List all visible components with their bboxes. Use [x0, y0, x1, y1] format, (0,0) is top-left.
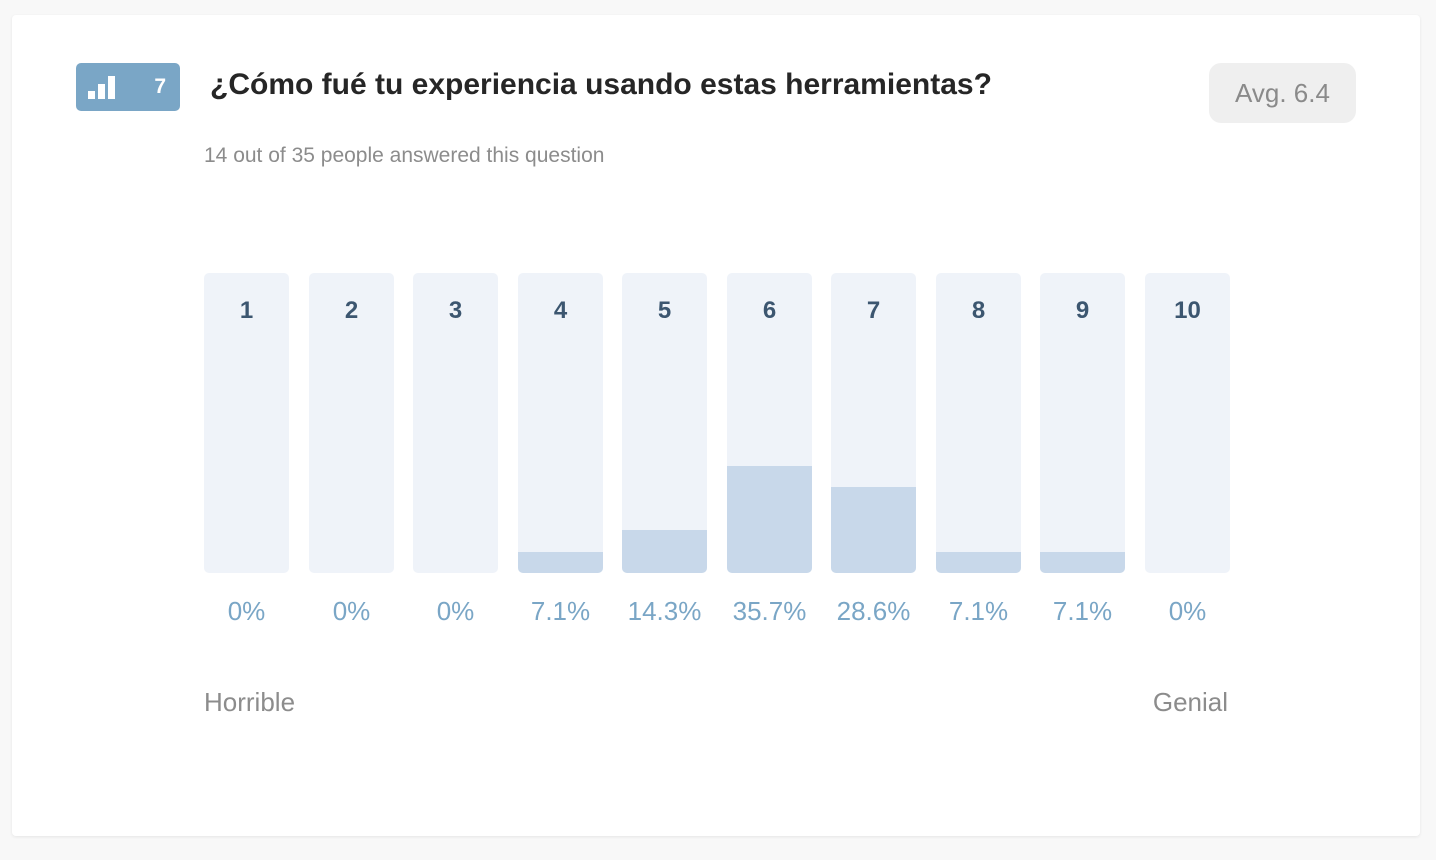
responses-count: 14 out of 35 people answered this questi…: [204, 144, 605, 167]
rating-bar-6: 6: [727, 273, 812, 573]
rating-value-label: 2: [344, 297, 359, 324]
rating-percent-label: 7.1%: [1052, 596, 1113, 626]
rating-bar-2: 2: [309, 273, 394, 573]
rating-value-label: 4: [553, 297, 568, 324]
scale-low-label: Horrible: [204, 687, 296, 717]
rating-bar-4: 4: [518, 273, 603, 573]
rating-bar-5: 5: [622, 273, 707, 573]
rating-percent-label: 0%: [332, 596, 371, 626]
rating-bar-1: 1: [204, 273, 289, 573]
rating-percent-label: 14.3%: [627, 596, 702, 626]
rating-percent-label: 7.1%: [948, 596, 1009, 626]
rating-value-label: 9: [1075, 297, 1090, 324]
rating-percent-label: 7.1%: [530, 596, 591, 626]
question-title: ¿Cómo fué tu experiencia usando estas he…: [210, 68, 992, 101]
rating-value-label: 3: [448, 297, 463, 324]
rating-bar-fill-7: [831, 487, 916, 573]
rating-bar-9: 9: [1040, 273, 1125, 573]
rating-value-label: 7: [866, 297, 881, 324]
rating-bar-fill-6: [727, 465, 812, 573]
rating-bar-7: 7: [831, 273, 916, 573]
bar-chart-icon: [88, 76, 115, 99]
scale-high-label: Genial: [1152, 687, 1228, 717]
rating-chart: 1 0% 2 0% 3 0% 4 7.1% 5 14.3% 6 35.7% 7 28.6% 8 7.1% 9 7.…: [204, 273, 1230, 653]
rating-bar-3: 3: [413, 273, 498, 573]
rating-bar-fill-4: [518, 551, 603, 573]
average-badge: Avg. 6.4: [1209, 63, 1356, 123]
rating-bar-8: 8: [936, 273, 1021, 573]
rating-bar-fill-8: [936, 551, 1021, 573]
rating-percent-label: 0%: [1168, 596, 1207, 626]
rating-value-label: 5: [657, 297, 672, 324]
rating-value-label: 6: [762, 297, 777, 324]
question-number: 7: [154, 75, 166, 98]
rating-value-label: 8: [971, 297, 986, 324]
rating-bar-fill-9: [1040, 551, 1125, 573]
rating-value-label: 1: [239, 297, 254, 324]
question-card: 7 ¿Cómo fué tu experiencia usando estas …: [12, 15, 1420, 836]
rating-value-label: 10: [1174, 297, 1201, 324]
question-type-badge: 7: [76, 63, 180, 111]
rating-percent-label: 35.7%: [732, 596, 807, 626]
rating-bar-10: 10: [1145, 273, 1230, 573]
rating-bar-fill-5: [622, 530, 707, 573]
rating-percent-label: 28.6%: [836, 596, 911, 626]
rating-percent-label: 0%: [436, 596, 475, 626]
rating-percent-label: 0%: [227, 596, 266, 626]
